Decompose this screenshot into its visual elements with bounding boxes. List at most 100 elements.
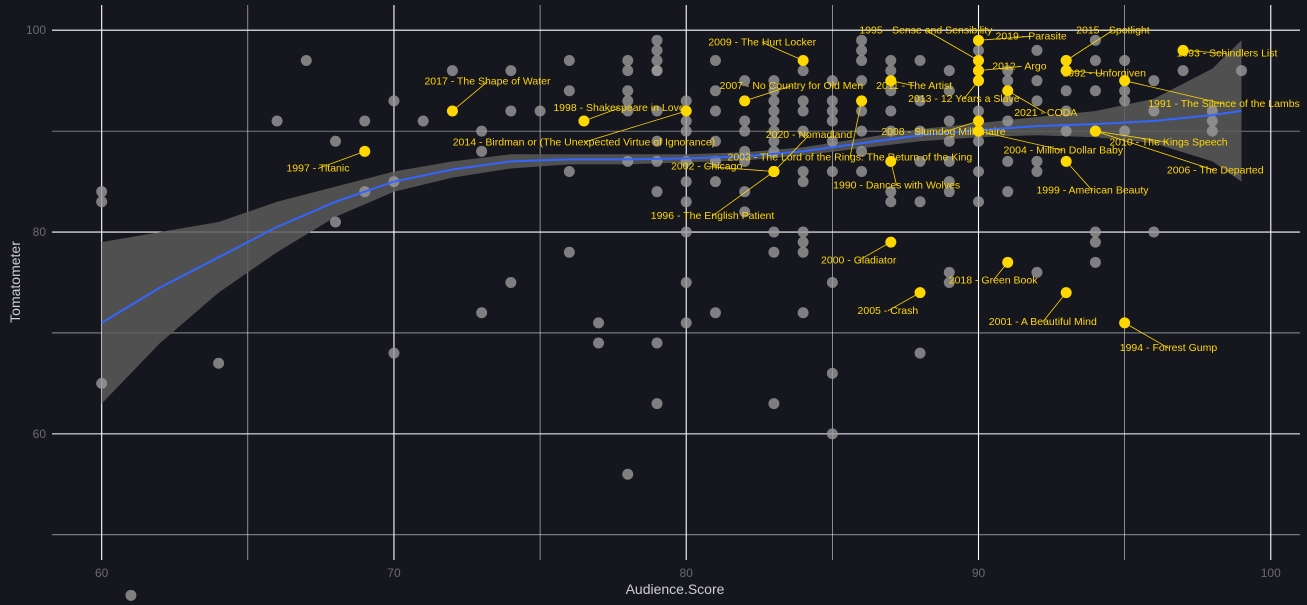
y-tick-label: 100 — [26, 23, 46, 37]
data-point — [943, 85, 955, 97]
data-point — [622, 55, 634, 66]
x-tick-label: 70 — [387, 566, 401, 580]
winner-leader-line — [978, 35, 1032, 41]
data-point — [388, 95, 400, 107]
data-point — [651, 55, 663, 66]
data-point — [797, 166, 809, 177]
data-point — [680, 125, 692, 137]
data-point — [943, 65, 955, 77]
winner-point — [446, 105, 458, 117]
data-point — [768, 246, 780, 258]
winner-point — [973, 65, 985, 77]
data-point — [1031, 75, 1043, 87]
x-tick-label: 80 — [680, 566, 694, 580]
data-point — [943, 186, 955, 198]
data-point — [914, 125, 926, 137]
winner-point — [680, 105, 692, 117]
winner-leader-line — [1183, 50, 1227, 54]
data-point — [680, 196, 692, 208]
winner-leader-line — [583, 107, 620, 122]
winner-label: 2005 - Crash — [858, 305, 919, 317]
data-point — [768, 135, 780, 147]
winner-label: 1997 - Titanic — [286, 163, 349, 175]
winner-leader-line — [317, 150, 365, 169]
data-point — [797, 236, 809, 248]
winner-leader-line — [706, 166, 774, 172]
data-point — [768, 95, 780, 107]
data-point — [125, 589, 137, 601]
data-point — [651, 34, 663, 46]
data-point — [856, 105, 868, 117]
data-point — [1206, 115, 1218, 127]
data-point — [768, 115, 780, 127]
data-point — [1177, 65, 1189, 77]
data-point — [739, 155, 751, 167]
data-point — [826, 75, 838, 87]
winner-label: 1995 - Sense and Sensibility — [859, 24, 993, 36]
data-point — [593, 337, 605, 349]
data-point — [417, 115, 429, 127]
winner-label: 2009 - The Hurt Locker — [708, 36, 816, 48]
data-point — [680, 317, 692, 329]
data-point — [1031, 155, 1043, 167]
y-tick-label: 80 — [33, 225, 47, 239]
data-point — [651, 155, 663, 167]
winner-label: 2015 - Spotlight — [1076, 24, 1150, 36]
winner-point — [1089, 125, 1101, 137]
winner-point — [885, 75, 897, 87]
data-point — [797, 307, 809, 319]
winner-point — [973, 115, 985, 127]
data-point — [797, 246, 809, 258]
data-point — [563, 246, 575, 258]
winner-point — [1177, 44, 1189, 56]
winner-label: 1999 - American Beauty — [1036, 185, 1149, 197]
grid-lines — [52, 5, 1300, 560]
winner-leader-line — [773, 134, 810, 172]
winner-label: 2008 - Slumdog Millionaire — [881, 126, 1005, 138]
data-point — [1206, 125, 1218, 137]
data-point — [1031, 266, 1043, 278]
data-point — [768, 75, 780, 87]
data-point — [943, 266, 955, 278]
winner-leader-line — [583, 110, 687, 143]
winner-label: 1998 - Shakespeare in Love — [553, 102, 685, 114]
winner-label: 1996 - The English Patient — [651, 210, 775, 222]
winner-label: 2017 - The Shape of Water — [424, 76, 551, 88]
winner-leader-line — [712, 171, 775, 217]
data-point — [885, 55, 897, 66]
data-point — [271, 115, 283, 127]
x-tick-label: 90 — [972, 566, 986, 580]
winner-point — [359, 145, 371, 157]
data-point — [856, 34, 868, 46]
data-point — [622, 95, 634, 107]
winner-point — [1119, 75, 1131, 87]
winner-label: 2000 - Gladiator — [821, 254, 897, 266]
winner-point — [885, 236, 897, 248]
data-point — [1002, 95, 1014, 107]
winner-leader-line — [925, 29, 979, 61]
data-point — [797, 125, 809, 137]
winner-label: 2018 - Green Book — [949, 275, 1038, 287]
winner-label: 2011 - The Artist — [876, 80, 952, 92]
data-point — [651, 44, 663, 56]
winner-point — [973, 125, 985, 137]
winner-point — [914, 287, 926, 299]
data-point — [300, 55, 312, 66]
data-point — [709, 55, 721, 66]
data-point — [826, 428, 838, 440]
data-point — [914, 55, 926, 66]
data-point — [826, 277, 838, 288]
data-point — [1060, 105, 1072, 117]
data-point — [914, 196, 926, 208]
trend-line-path — [101, 110, 1242, 324]
data-point — [96, 186, 108, 198]
data-point — [943, 176, 955, 188]
winner-label: 2004 - Million Dollar Baby — [1003, 144, 1123, 156]
data-point — [768, 226, 780, 238]
data-point — [1060, 85, 1072, 97]
data-point — [856, 145, 868, 157]
data-point — [885, 196, 897, 208]
data-point — [973, 166, 985, 177]
data-point — [651, 186, 663, 198]
